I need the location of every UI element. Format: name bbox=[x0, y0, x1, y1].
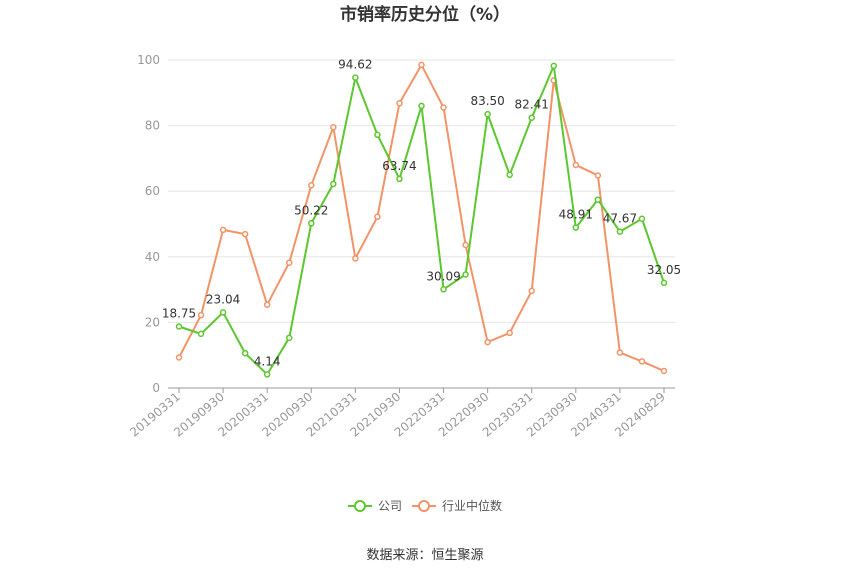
data-point[interactable] bbox=[572, 224, 580, 231]
source-text: 数据来源：恒生聚源 bbox=[366, 548, 483, 563]
data-point[interactable] bbox=[374, 131, 381, 139]
data-point[interactable] bbox=[660, 279, 668, 287]
y-tick-label: 0 bbox=[152, 381, 160, 395]
legend-marker-industry-median bbox=[418, 500, 430, 512]
data-point[interactable] bbox=[285, 334, 293, 342]
data-point[interactable] bbox=[352, 255, 359, 262]
legend-item-industry-median[interactable]: 行业中位数 bbox=[412, 498, 502, 513]
data-point[interactable] bbox=[638, 215, 646, 223]
data-point[interactable] bbox=[484, 338, 491, 346]
series-industry-median bbox=[175, 61, 668, 375]
data-point[interactable] bbox=[594, 172, 602, 179]
legend-label-industry-median: 行业中位数 bbox=[442, 498, 502, 513]
data-label: 30.09 bbox=[426, 269, 460, 283]
data-point[interactable] bbox=[374, 213, 381, 221]
data-label: 18.75 bbox=[162, 307, 196, 321]
data-label: 48.91 bbox=[559, 208, 593, 222]
data-point[interactable] bbox=[263, 301, 271, 308]
data-label: 47.67 bbox=[603, 212, 637, 226]
data-label: 23.04 bbox=[206, 292, 240, 306]
data-point[interactable] bbox=[550, 62, 558, 70]
data-point[interactable] bbox=[638, 358, 646, 365]
legend-label-company: 公司 bbox=[378, 499, 402, 513]
data-label: 83.50 bbox=[470, 94, 504, 108]
data-label: 94.62 bbox=[338, 58, 372, 72]
data-labels: 18.75 23.04 4.14 50.22 94.62 63.74 30.09 83.50 8… bbox=[162, 58, 681, 369]
data-point[interactable] bbox=[594, 196, 602, 203]
data-point[interactable] bbox=[175, 354, 183, 361]
data-point[interactable] bbox=[330, 180, 337, 188]
series-company bbox=[175, 62, 668, 378]
y-axis: 0 20 40 60 80 100 bbox=[137, 53, 160, 395]
data-point[interactable] bbox=[197, 311, 205, 319]
y-tick-label: 80 bbox=[145, 119, 160, 133]
data-point[interactable] bbox=[528, 287, 535, 295]
data-point[interactable] bbox=[506, 329, 513, 337]
legend[interactable]: 公司 行业中位数 bbox=[348, 498, 502, 513]
data-point[interactable] bbox=[396, 175, 403, 183]
data-point[interactable] bbox=[219, 226, 227, 234]
data-point[interactable] bbox=[197, 330, 205, 338]
data-point[interactable] bbox=[440, 104, 447, 111]
data-point[interactable] bbox=[330, 123, 337, 131]
legend-item-company[interactable]: 公司 bbox=[348, 499, 402, 513]
data-point[interactable] bbox=[528, 114, 535, 121]
data-point[interactable] bbox=[462, 271, 469, 278]
y-tick-label: 60 bbox=[145, 184, 160, 198]
data-label: 32.05 bbox=[647, 263, 681, 277]
data-point[interactable] bbox=[616, 228, 624, 235]
data-point[interactable] bbox=[219, 309, 227, 316]
x-axis: 2019033120190930202003312020093020210331… bbox=[127, 387, 675, 440]
data-point[interactable] bbox=[285, 259, 293, 266]
data-point[interactable] bbox=[462, 241, 469, 249]
legend-marker-company bbox=[354, 500, 366, 512]
data-point[interactable] bbox=[263, 371, 271, 378]
data-point[interactable] bbox=[352, 74, 359, 81]
data-point[interactable] bbox=[308, 220, 315, 227]
series-group: 18.75 23.04 4.14 50.22 94.62 63.74 30.09 83.50 8… bbox=[162, 58, 681, 378]
data-point[interactable] bbox=[308, 182, 315, 189]
data-point[interactable] bbox=[660, 367, 668, 375]
data-point[interactable] bbox=[440, 286, 447, 293]
y-tick-label: 100 bbox=[137, 53, 160, 67]
data-point[interactable] bbox=[175, 323, 183, 330]
data-point[interactable] bbox=[616, 349, 624, 356]
data-label: 50.22 bbox=[294, 203, 328, 217]
data-label: 63.74 bbox=[382, 159, 416, 173]
data-point[interactable] bbox=[418, 61, 425, 69]
data-point[interactable] bbox=[484, 110, 491, 118]
y-tick-label: 40 bbox=[145, 250, 160, 264]
data-point[interactable] bbox=[418, 102, 425, 110]
data-point[interactable] bbox=[572, 161, 580, 169]
chart-title: 市销率历史分位（%） bbox=[340, 4, 510, 25]
data-label: 82.41 bbox=[515, 98, 549, 112]
data-point[interactable] bbox=[506, 171, 513, 179]
data-label: 4.14 bbox=[254, 354, 281, 368]
data-point[interactable] bbox=[241, 349, 249, 357]
data-point[interactable] bbox=[396, 100, 403, 107]
y-tick-label: 20 bbox=[145, 315, 160, 329]
data-point[interactable] bbox=[241, 230, 249, 238]
